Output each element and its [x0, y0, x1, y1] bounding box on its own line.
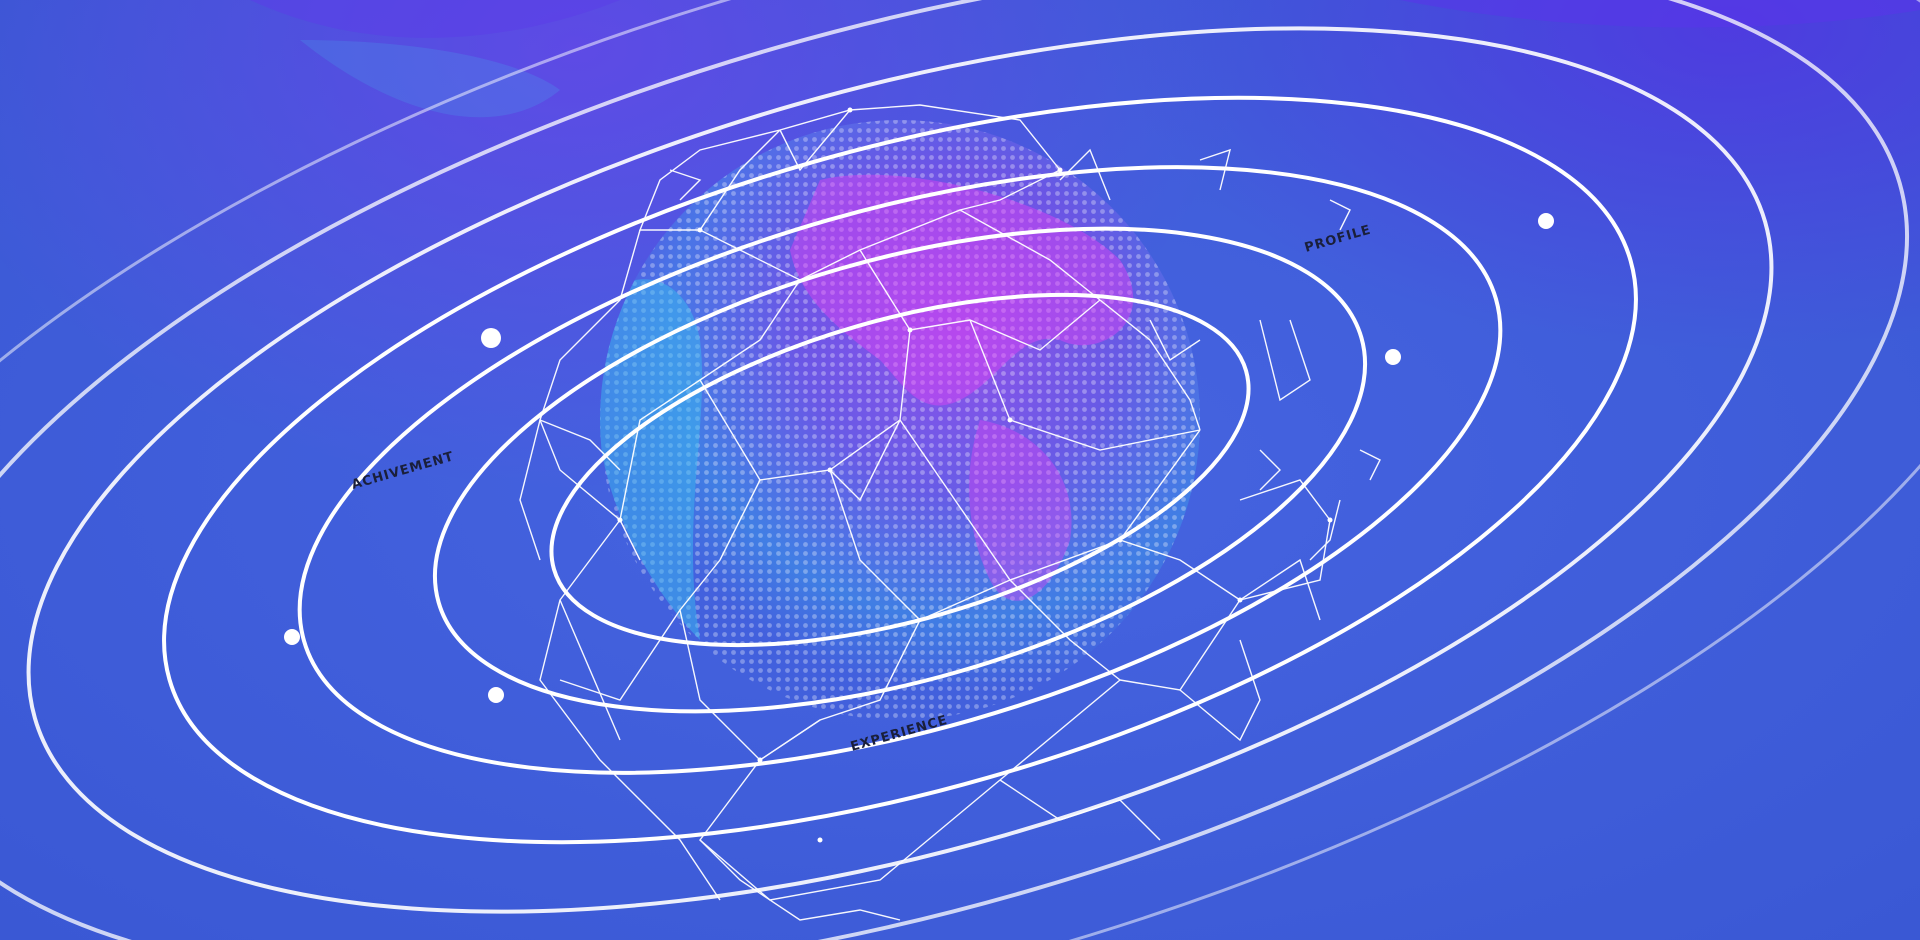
- orbit-node-icon: [1538, 213, 1554, 229]
- orbit-node-icon: [1385, 349, 1401, 365]
- orbit-node-icon: [488, 687, 504, 703]
- background-haze: [250, 0, 1920, 118]
- orbit-nodes: [284, 213, 1554, 703]
- orbit-node-icon: [284, 629, 300, 645]
- label-profile: PROFILE: [1303, 223, 1373, 256]
- network-vertices: [617, 107, 1333, 843]
- orbit-node-icon: [481, 328, 501, 348]
